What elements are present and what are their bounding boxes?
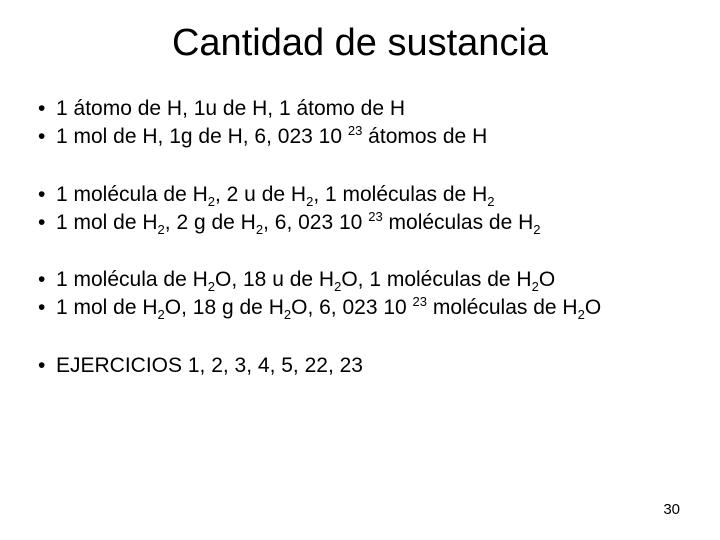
page-number: 30: [663, 501, 680, 518]
bullet-dot-icon: [38, 181, 56, 208]
bullet-dot-icon: [38, 95, 56, 122]
bullet-group: 1 molécula de H2, 2 u de H2, 1 moléculas…: [38, 181, 682, 237]
bullet-group: 1 átomo de H, 1u de H, 1 átomo de H1 mol…: [38, 95, 682, 151]
bullet-item: 1 mol de H2, 2 g de H2, 6, 023 10 23 mol…: [38, 209, 682, 236]
bullet-text: 1 mol de H, 1g de H, 6, 023 10 23 átomos…: [56, 123, 682, 150]
bullet-text: 1 mol de H2, 2 g de H2, 6, 023 10 23 mol…: [56, 209, 682, 236]
slide-title: Cantidad de sustancia: [38, 22, 682, 65]
bullet-dot-icon: [38, 294, 56, 321]
bullet-item: 1 molécula de H2O, 18 u de H2O, 1 molécu…: [38, 266, 682, 293]
bullet-text: 1 mol de H2O, 18 g de H2O, 6, 023 10 23 …: [56, 294, 682, 321]
bullet-group: 1 molécula de H2O, 18 u de H2O, 1 molécu…: [38, 266, 682, 322]
bullet-text: EJERCICIOS 1, 2, 3, 4, 5, 22, 23: [56, 352, 682, 379]
bullet-text: 1 molécula de H2, 2 u de H2, 1 moléculas…: [56, 181, 682, 208]
bullet-dot-icon: [38, 266, 56, 293]
bullet-item: 1 átomo de H, 1u de H, 1 átomo de H: [38, 95, 682, 122]
bullet-item: 1 mol de H2O, 18 g de H2O, 6, 023 10 23 …: [38, 294, 682, 321]
slide: Cantidad de sustancia 1 átomo de H, 1u d…: [0, 0, 720, 540]
slide-body: 1 átomo de H, 1u de H, 1 átomo de H1 mol…: [38, 95, 682, 379]
bullet-dot-icon: [38, 209, 56, 236]
bullet-text: 1 átomo de H, 1u de H, 1 átomo de H: [56, 95, 682, 122]
bullet-item: 1 mol de H, 1g de H, 6, 023 10 23 átomos…: [38, 123, 682, 150]
bullet-dot-icon: [38, 352, 56, 379]
bullet-item: 1 molécula de H2, 2 u de H2, 1 moléculas…: [38, 181, 682, 208]
bullet-item: EJERCICIOS 1, 2, 3, 4, 5, 22, 23: [38, 352, 682, 379]
bullet-dot-icon: [38, 123, 56, 150]
bullet-text: 1 molécula de H2O, 18 u de H2O, 1 molécu…: [56, 266, 682, 293]
bullet-group: EJERCICIOS 1, 2, 3, 4, 5, 22, 23: [38, 352, 682, 379]
